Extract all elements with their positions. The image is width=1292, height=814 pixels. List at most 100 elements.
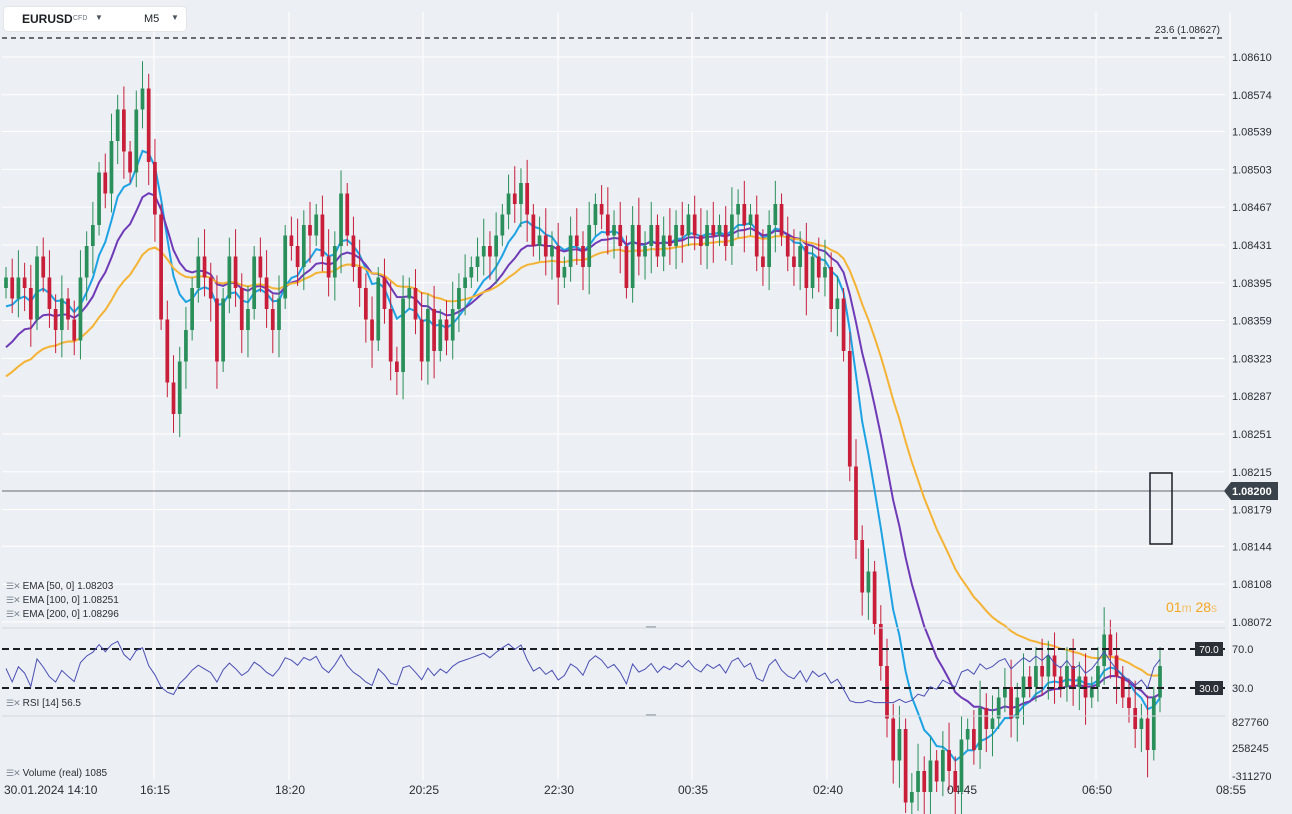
last-candle-highlight[interactable] (1149, 472, 1173, 545)
candle-body (959, 739, 964, 792)
candle-body (1009, 687, 1013, 719)
candle-body (252, 256, 257, 309)
candle-body (1096, 666, 1100, 687)
candle-body (239, 288, 244, 330)
candle-body (90, 225, 95, 246)
candle-body (847, 351, 852, 467)
candle-body (1108, 634, 1113, 656)
candle-body (835, 298, 840, 309)
candle-body (401, 298, 405, 372)
time-tick-label: 22:30 (544, 783, 574, 797)
candle-body (922, 771, 927, 792)
candle-body (395, 361, 399, 372)
settings-icon: ☰✕ (6, 698, 21, 708)
candle-body (146, 88, 151, 162)
time-tick-label: 08:55 (1216, 783, 1246, 797)
candle-body (351, 235, 356, 267)
candle-body (506, 193, 511, 215)
candle-body (816, 256, 821, 278)
candle-body (643, 246, 647, 257)
volume-legend[interactable]: ☰✕ Volume (real) 1085 (6, 768, 108, 779)
candle-body (35, 256, 39, 320)
candle-body (773, 204, 778, 225)
candle-body (655, 225, 660, 257)
candle-body (1158, 666, 1162, 698)
candle-body (984, 708, 989, 729)
candle-body (1065, 666, 1069, 687)
candle-body (717, 225, 722, 236)
candle-body (1114, 655, 1119, 677)
candle-body (320, 214, 325, 257)
ema-100-legend[interactable]: ☰✕ EMA [100, 0] 1.08251 (6, 595, 119, 606)
symbol-name[interactable]: EURUSD (22, 12, 73, 26)
candle-body (128, 151, 132, 173)
candle-body (270, 309, 275, 330)
candle-body (382, 277, 387, 309)
svg-text:70.0: 70.0 (1199, 645, 1219, 656)
ema-200-legend[interactable]: ☰✕ EMA [200, 0] 1.08296 (6, 609, 119, 620)
candle-body (22, 277, 27, 288)
price-tick-label: 1.08467 (1232, 202, 1272, 214)
candle-body (792, 256, 796, 267)
candle-body (332, 246, 337, 278)
candle-body (488, 246, 492, 257)
candle-body (872, 571, 877, 624)
candle-body (426, 309, 430, 362)
candle-body (761, 256, 765, 267)
candle-body (810, 256, 815, 288)
candle-body (1127, 697, 1131, 708)
candle-body (934, 760, 939, 782)
price-tick-label: 1.08431 (1232, 240, 1272, 252)
candle-body (208, 277, 213, 299)
candle-body (568, 235, 573, 267)
time-axis: 30.01.2024 14:10 16:15 18:20 20:25 22:30 00:3… (4, 783, 1246, 797)
chevron-down-icon[interactable]: ▼ (171, 13, 179, 22)
chevron-down-icon[interactable]: ▼ (95, 13, 103, 22)
candle-body (605, 214, 610, 236)
candle-body (438, 319, 443, 351)
candle-body (376, 277, 381, 341)
price-tick-label: 1.08144 (1232, 541, 1272, 553)
candle-body (196, 256, 201, 288)
candle-body (624, 246, 629, 288)
price-tick-label: 1.08359 (1232, 316, 1272, 328)
candle-body (550, 246, 554, 257)
price-tick-label: 1.08179 (1232, 505, 1272, 517)
candle-body (84, 246, 89, 278)
candle-body (630, 225, 635, 288)
candle-body (246, 309, 250, 330)
symbol-selector[interactable]: EURUSD CFD ▼ M5 ▼ (4, 7, 186, 31)
candle-body (1145, 718, 1150, 750)
candle-body (1021, 676, 1026, 698)
rsi-legend[interactable]: ☰✕ RSI [14] 56.5 (6, 698, 81, 709)
ema-50-legend[interactable]: ☰✕ EMA [50, 0] 1.08203 (6, 581, 114, 592)
candle-body (543, 235, 548, 257)
candle-body (742, 204, 747, 225)
candle-body (413, 288, 418, 320)
candle-body (667, 235, 672, 246)
price-tick-label: 1.08323 (1232, 353, 1272, 365)
time-tick-label: 16:15 (140, 783, 170, 797)
candle-body (978, 708, 982, 750)
candle-body (785, 235, 790, 257)
candle-body (618, 225, 623, 246)
candle-body (854, 466, 858, 540)
price-tick-label: 1.08539 (1232, 127, 1272, 139)
candle-body (705, 225, 709, 246)
timeframe-selector[interactable]: M5 (144, 13, 160, 25)
candle-body (215, 298, 219, 362)
candle-body (494, 235, 499, 257)
price-axis: 1.08610 1.08574 1.08539 1.08503 1.08467 1.084… (1232, 52, 1272, 629)
candle-body (47, 277, 52, 309)
candle-body (1139, 718, 1144, 729)
candle-body (1077, 676, 1082, 687)
candle-body (289, 235, 294, 246)
grid-lines (2, 12, 1231, 780)
candle-body (674, 225, 678, 246)
rsi-axis-70: 70.0 (1232, 644, 1253, 656)
candle-body (1151, 697, 1156, 750)
candle-body (686, 214, 691, 236)
candle-body (171, 382, 176, 414)
candle-body (221, 298, 226, 362)
